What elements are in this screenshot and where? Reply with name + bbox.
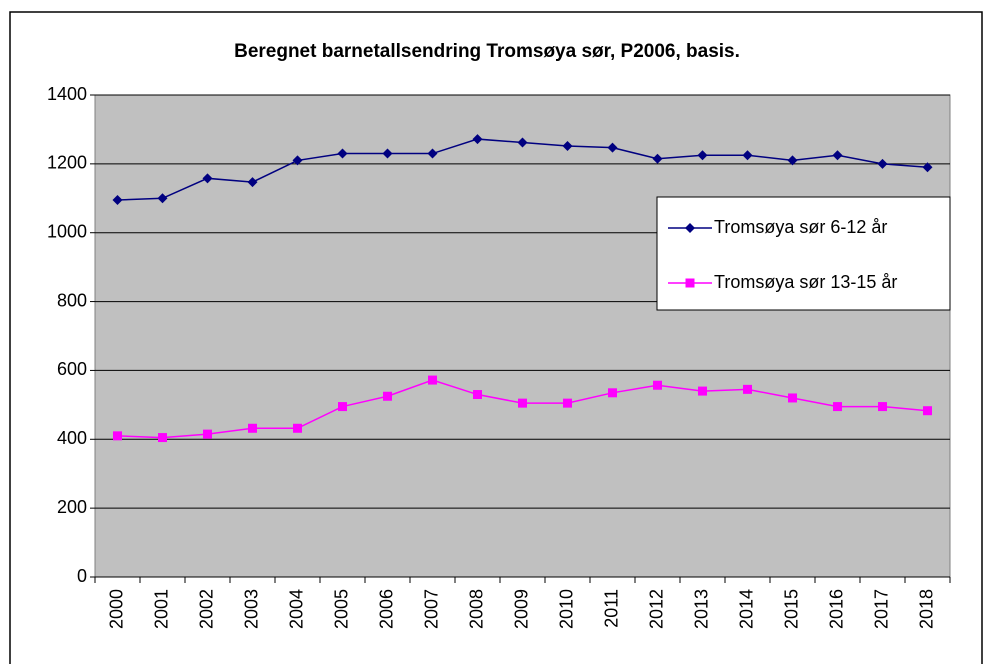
marker	[473, 390, 482, 400]
y-tick-label: 1400	[47, 84, 87, 104]
x-tick-label: 2014	[736, 589, 756, 629]
x-tick-label: 2006	[376, 589, 396, 629]
marker	[337, 148, 348, 159]
marker	[685, 278, 695, 288]
marker	[427, 148, 438, 159]
x-tick-label: 2007	[421, 589, 441, 629]
marker	[338, 402, 347, 412]
marker	[653, 380, 662, 390]
y-tick-label: 600	[57, 359, 87, 379]
marker	[202, 173, 213, 184]
y-tick-label: 0	[77, 566, 87, 586]
y-tick-label: 200	[57, 497, 87, 517]
x-tick-label: 2011	[601, 589, 621, 628]
x-tick-label: 2000	[106, 589, 126, 629]
marker	[788, 393, 797, 403]
marker	[157, 193, 168, 204]
x-tick-label: 2016	[826, 589, 846, 629]
marker	[742, 150, 753, 161]
marker	[878, 402, 887, 412]
marker	[697, 150, 708, 161]
marker	[607, 142, 618, 153]
x-tick-label: 2002	[196, 589, 216, 629]
y-tick-label: 800	[57, 290, 87, 310]
marker	[293, 423, 302, 433]
marker	[247, 177, 258, 188]
marker	[743, 384, 752, 394]
marker	[922, 162, 933, 173]
marker	[652, 153, 663, 164]
legend-label: Tromsøya sør 6-12 år	[714, 217, 887, 237]
x-tick-label: 2003	[241, 589, 261, 629]
legend-label: Tromsøya sør 13-15 år	[714, 272, 897, 292]
marker	[428, 375, 437, 385]
marker	[698, 386, 707, 396]
marker	[158, 433, 167, 443]
marker	[383, 391, 392, 401]
x-tick-label: 2001	[151, 589, 171, 629]
marker	[248, 423, 257, 433]
marker	[685, 223, 695, 233]
x-tick-label: 2008	[466, 589, 486, 629]
marker	[112, 195, 123, 206]
marker	[877, 158, 888, 169]
x-tick-label: 2013	[691, 589, 711, 629]
chart-title: Beregnet barnetallsendring Tromsøya sør,…	[234, 41, 740, 62]
x-tick-label: 2009	[511, 589, 531, 629]
marker	[517, 137, 528, 148]
marker	[382, 148, 393, 159]
x-tick-label: 2018	[916, 589, 936, 629]
marker	[562, 140, 573, 151]
x-tick-label: 2005	[331, 589, 351, 629]
marker	[472, 134, 483, 145]
x-tick-label: 2017	[871, 589, 891, 629]
x-tick-label: 2012	[646, 589, 666, 629]
y-tick-label: 400	[57, 428, 87, 448]
marker	[563, 398, 572, 408]
marker	[832, 150, 843, 161]
marker	[608, 388, 617, 398]
marker	[833, 402, 842, 412]
marker	[203, 429, 212, 439]
x-tick-label: 2010	[556, 589, 576, 629]
legend	[656, 196, 951, 311]
marker	[787, 155, 798, 166]
marker	[113, 431, 122, 441]
x-tick-label: 2015	[781, 589, 801, 629]
marker	[518, 398, 527, 408]
marker	[923, 406, 932, 416]
plot-area	[94, 94, 951, 578]
y-tick-label: 1200	[47, 153, 87, 173]
y-tick-label: 1000	[47, 221, 87, 241]
x-tick-label: 2004	[286, 589, 306, 629]
marker	[292, 155, 303, 166]
